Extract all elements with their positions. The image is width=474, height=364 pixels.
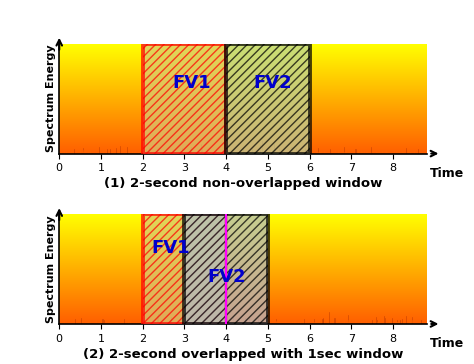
Text: FV1: FV1 xyxy=(151,238,190,257)
Text: Time: Time xyxy=(430,337,465,350)
X-axis label: (2) 2-second overlapped with 1sec window: (2) 2-second overlapped with 1sec window xyxy=(83,348,403,361)
Bar xyxy=(226,44,310,154)
Bar xyxy=(143,214,226,324)
Y-axis label: Spectrum Energy: Spectrum Energy xyxy=(46,45,56,153)
Bar xyxy=(184,214,268,324)
Text: FV2: FV2 xyxy=(208,268,246,286)
X-axis label: (1) 2-second non-overlapped window: (1) 2-second non-overlapped window xyxy=(104,178,382,190)
Text: FV1: FV1 xyxy=(172,74,210,92)
Bar xyxy=(143,44,226,154)
Text: Time: Time xyxy=(430,167,465,180)
Y-axis label: Spectrum Energy: Spectrum Energy xyxy=(46,215,56,323)
Text: FV2: FV2 xyxy=(254,74,292,92)
